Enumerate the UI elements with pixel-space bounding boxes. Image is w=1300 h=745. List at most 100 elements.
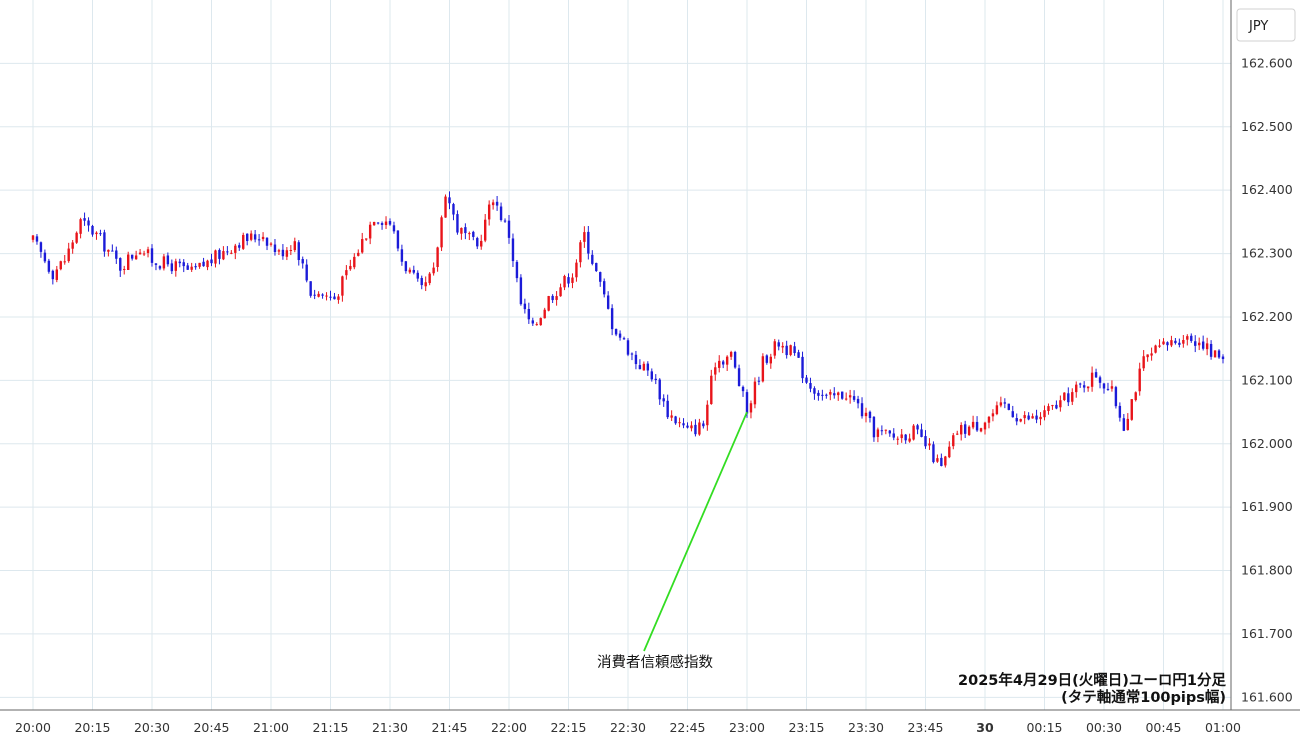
candle-body xyxy=(841,391,844,399)
candle-body xyxy=(527,308,531,320)
candle-body xyxy=(476,238,479,247)
candle-body xyxy=(654,378,657,381)
candle-body xyxy=(119,258,122,271)
candle-body xyxy=(194,266,197,268)
candle-body xyxy=(484,219,487,241)
candle-body xyxy=(1067,393,1070,403)
candle-body xyxy=(341,276,344,296)
candle-body xyxy=(555,296,558,300)
candle-body xyxy=(1106,388,1110,390)
candle-body xyxy=(408,269,412,273)
x-tick-label: 20:30 xyxy=(134,720,170,735)
candle-body xyxy=(297,242,300,261)
candle-body xyxy=(1162,341,1165,345)
candle-body xyxy=(111,250,114,252)
candle-body xyxy=(793,346,796,354)
candle-body xyxy=(551,295,554,301)
candle-body xyxy=(138,252,142,255)
candle-body xyxy=(420,277,423,286)
candle-body xyxy=(412,269,415,273)
candle-body xyxy=(1209,343,1213,357)
candle-body xyxy=(1213,350,1217,358)
candle-body xyxy=(801,356,804,379)
candle-body xyxy=(1114,387,1118,407)
candle-body xyxy=(563,276,566,288)
candle-body xyxy=(670,415,673,418)
x-tick-label: 21:15 xyxy=(312,720,348,735)
candle-body xyxy=(198,262,201,267)
candle-body xyxy=(99,233,102,235)
candle-body xyxy=(912,425,915,440)
candle-body xyxy=(833,393,836,396)
candle-body xyxy=(392,225,396,232)
candle-body xyxy=(864,412,868,417)
candle-body xyxy=(928,443,931,446)
candle-body xyxy=(1075,384,1078,393)
candle-body xyxy=(150,248,154,263)
candle-body xyxy=(305,264,308,281)
candle-body xyxy=(888,430,891,434)
candle-body xyxy=(634,354,638,365)
candle-body xyxy=(610,308,614,330)
candle-body xyxy=(971,421,975,428)
candle-body xyxy=(154,263,158,265)
candle-body xyxy=(1126,418,1129,431)
candle-body xyxy=(1166,342,1169,346)
candle-body xyxy=(904,434,907,441)
candle-body xyxy=(309,281,312,296)
candle-body xyxy=(1094,372,1098,378)
candle-body xyxy=(940,457,943,466)
currency-label-box: JPY xyxy=(1236,8,1296,42)
candle-body xyxy=(999,402,1003,406)
candle-body xyxy=(1205,343,1209,350)
candle-body xyxy=(87,220,90,226)
candle-body xyxy=(301,259,304,264)
candle-body xyxy=(83,218,86,221)
candle-body xyxy=(844,398,848,400)
candle-body xyxy=(226,251,229,253)
candle-body xyxy=(614,328,618,335)
y-tick-label: 162.400 xyxy=(1241,182,1293,197)
y-tick-label: 162.600 xyxy=(1241,55,1293,70)
candle-body xyxy=(1110,386,1114,389)
annotation-line xyxy=(643,411,748,652)
candle-body xyxy=(95,232,98,235)
candle-body xyxy=(710,375,713,405)
candle-body xyxy=(63,261,66,263)
candle-body xyxy=(698,422,701,435)
y-tick-label: 161.700 xyxy=(1241,626,1293,641)
candle-body xyxy=(1130,399,1133,420)
candle-body xyxy=(134,255,138,260)
x-tick-label: 21:00 xyxy=(253,720,289,735)
candle-body xyxy=(1158,345,1161,347)
candle-body xyxy=(1090,372,1094,387)
candle-body xyxy=(1142,356,1145,369)
candle-body xyxy=(567,277,570,284)
candle-body xyxy=(507,220,511,238)
candle-body xyxy=(872,416,876,438)
candle-body xyxy=(404,261,408,272)
candle-body xyxy=(130,254,134,259)
annotation-label: 消費者信頼感指数 xyxy=(597,654,713,671)
candle-body xyxy=(357,252,360,256)
candle-body xyxy=(376,222,380,224)
candle-body xyxy=(987,416,991,423)
candle-body xyxy=(805,377,808,383)
candle-body xyxy=(428,273,431,284)
candle-body xyxy=(706,404,709,426)
candle-body xyxy=(1027,415,1030,420)
candle-body xyxy=(908,438,911,442)
candle-body xyxy=(166,255,170,265)
candle-body xyxy=(388,221,392,225)
candle-body xyxy=(1186,336,1189,340)
candle-body xyxy=(868,411,872,419)
candle-body xyxy=(825,394,828,396)
candle-body xyxy=(1031,416,1034,419)
candle-body xyxy=(269,243,273,245)
candle-body xyxy=(35,236,39,242)
candle-body xyxy=(337,296,340,300)
candle-body xyxy=(519,277,523,305)
candle-body xyxy=(1007,403,1010,410)
candle-body xyxy=(206,260,209,268)
candle-body xyxy=(745,392,749,414)
